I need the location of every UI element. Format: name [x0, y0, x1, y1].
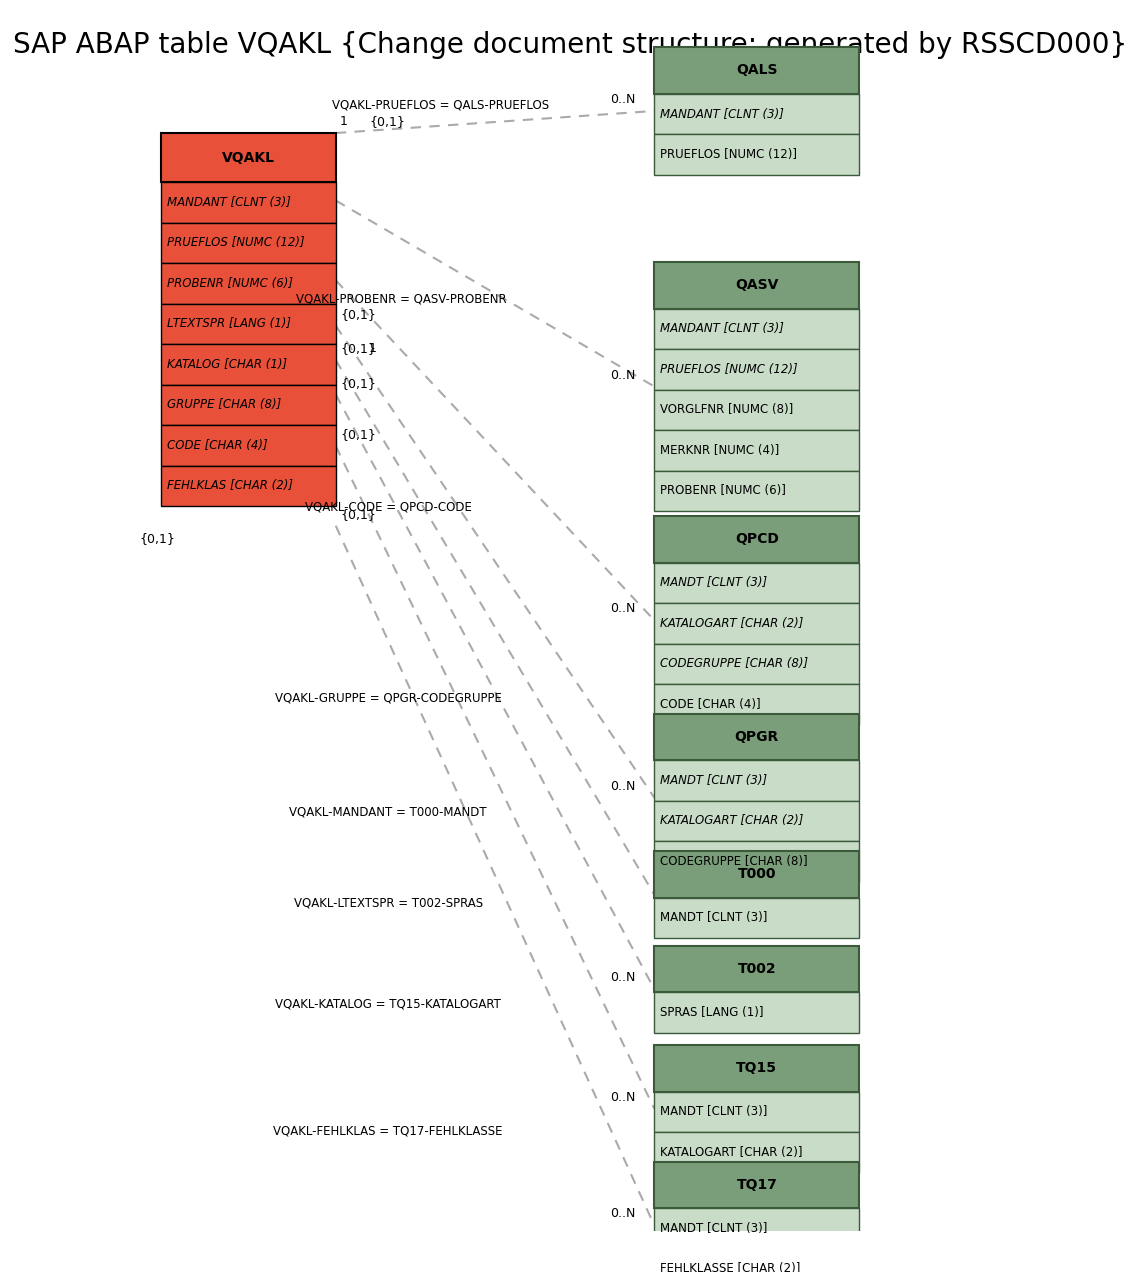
Text: {0,1}: {0,1}: [340, 377, 376, 389]
Bar: [655, 851, 859, 898]
Bar: [161, 182, 335, 223]
Bar: [655, 389, 859, 430]
Text: FEHLKLASSE [CHAR (2)]: FEHLKLASSE [CHAR (2)]: [660, 1262, 800, 1272]
Bar: [655, 1208, 859, 1249]
Text: SAP ABAP table VQAKL {Change document structure; generated by RSSCD000}: SAP ABAP table VQAKL {Change document st…: [12, 32, 1127, 60]
Text: {0,1}: {0,1}: [340, 308, 376, 321]
Text: KATALOGART [CHAR (2)]: KATALOGART [CHAR (2)]: [660, 1146, 803, 1159]
Bar: [655, 1091, 859, 1132]
Bar: [655, 945, 859, 992]
Bar: [655, 1161, 859, 1208]
Text: MANDT [CLNT (3)]: MANDT [CLNT (3)]: [660, 1105, 768, 1118]
Text: CODEGRUPPE [CHAR (8)]: CODEGRUPPE [CHAR (8)]: [660, 855, 808, 868]
Bar: [655, 430, 859, 471]
Text: MANDT [CLNT (3)]: MANDT [CLNT (3)]: [660, 576, 768, 589]
Text: GRUPPE [CHAR (8)]: GRUPPE [CHAR (8)]: [167, 398, 281, 411]
Bar: [655, 898, 859, 939]
Bar: [655, 47, 859, 94]
Text: T000: T000: [737, 868, 776, 881]
Text: MANDANT [CLNT (3)]: MANDANT [CLNT (3)]: [167, 196, 291, 209]
Bar: [161, 425, 335, 466]
Bar: [161, 263, 335, 304]
Text: KATALOG [CHAR (1)]: KATALOG [CHAR (1)]: [167, 357, 288, 371]
Bar: [655, 1132, 859, 1173]
Bar: [655, 841, 859, 881]
Text: VQAKL-PROBENR = QASV-PROBENR: VQAKL-PROBENR = QASV-PROBENR: [296, 293, 507, 305]
Bar: [655, 135, 859, 174]
Text: KATALOGART [CHAR (2)]: KATALOGART [CHAR (2)]: [660, 617, 804, 630]
Bar: [655, 262, 859, 309]
Text: VQAKL-PRUEFLOS = QALS-PRUEFLOS: VQAKL-PRUEFLOS = QALS-PRUEFLOS: [332, 98, 549, 112]
Text: VQAKL-CODE = QPCD-CODE: VQAKL-CODE = QPCD-CODE: [305, 501, 472, 514]
Text: VQAKL-FEHLKLAS = TQ17-FEHLKLASSE: VQAKL-FEHLKLAS = TQ17-FEHLKLASSE: [273, 1124, 502, 1137]
Text: T002: T002: [737, 962, 776, 976]
Bar: [655, 800, 859, 841]
Bar: [655, 562, 859, 603]
Bar: [655, 94, 859, 135]
Text: MANDANT [CLNT (3)]: MANDANT [CLNT (3)]: [660, 322, 785, 336]
Text: VQAKL-KATALOG = TQ15-KATALOGART: VQAKL-KATALOG = TQ15-KATALOGART: [275, 999, 501, 1011]
Bar: [655, 644, 859, 684]
Bar: [655, 603, 859, 644]
Text: 0..N: 0..N: [610, 603, 636, 616]
Text: SPRAS [LANG (1)]: SPRAS [LANG (1)]: [660, 1006, 764, 1019]
Bar: [655, 1249, 859, 1272]
Text: PROBENR [NUMC (6)]: PROBENR [NUMC (6)]: [167, 277, 294, 290]
Text: VQAKL-GRUPPE = QPGR-CODEGRUPPE: VQAKL-GRUPPE = QPGR-CODEGRUPPE: [274, 691, 501, 705]
Bar: [655, 516, 859, 562]
Bar: [161, 345, 335, 384]
Bar: [161, 223, 335, 263]
Text: VQAKL: VQAKL: [222, 150, 275, 164]
Text: 1: 1: [340, 116, 348, 128]
Text: QPCD: QPCD: [735, 532, 779, 546]
Bar: [161, 134, 335, 182]
Text: MANDT [CLNT (3)]: MANDT [CLNT (3)]: [660, 1222, 768, 1235]
Text: FEHLKLAS [CHAR (2)]: FEHLKLAS [CHAR (2)]: [167, 480, 294, 492]
Bar: [655, 761, 859, 800]
Bar: [655, 349, 859, 389]
Text: MANDT [CLNT (3)]: MANDT [CLNT (3)]: [660, 911, 768, 925]
Text: CODEGRUPPE [CHAR (8)]: CODEGRUPPE [CHAR (8)]: [660, 658, 808, 670]
Text: 0..N: 0..N: [610, 93, 636, 106]
Text: VQAKL-LTEXTSPR = T002-SPRAS: VQAKL-LTEXTSPR = T002-SPRAS: [294, 895, 483, 909]
Bar: [161, 304, 335, 345]
Text: MANDANT [CLNT (3)]: MANDANT [CLNT (3)]: [660, 108, 785, 121]
Text: TQ17: TQ17: [736, 1178, 777, 1192]
Text: PRUEFLOS [NUMC (12)]: PRUEFLOS [NUMC (12)]: [167, 237, 305, 249]
Text: 0..N: 0..N: [610, 780, 636, 792]
Text: VORGLFNR [NUMC (8)]: VORGLFNR [NUMC (8)]: [660, 403, 794, 416]
Text: TQ15: TQ15: [736, 1061, 778, 1075]
Text: MERKNR [NUMC (4)]: MERKNR [NUMC (4)]: [660, 444, 780, 457]
Text: MANDT [CLNT (3)]: MANDT [CLNT (3)]: [660, 773, 768, 787]
Text: LTEXTSPR [LANG (1)]: LTEXTSPR [LANG (1)]: [167, 318, 291, 331]
Text: PROBENR [NUMC (6)]: PROBENR [NUMC (6)]: [660, 485, 786, 497]
Bar: [161, 466, 335, 506]
Bar: [161, 384, 335, 425]
Text: {0,1}: {0,1}: [369, 116, 405, 128]
Text: KATALOGART [CHAR (2)]: KATALOGART [CHAR (2)]: [660, 814, 804, 827]
Text: QPGR: QPGR: [735, 730, 779, 744]
Bar: [655, 992, 859, 1033]
Bar: [655, 1044, 859, 1091]
Text: CODE [CHAR (4)]: CODE [CHAR (4)]: [167, 439, 268, 452]
Bar: [655, 714, 859, 761]
Bar: [655, 309, 859, 349]
Text: PRUEFLOS [NUMC (12)]: PRUEFLOS [NUMC (12)]: [660, 363, 798, 375]
Text: VQAKL-MANDANT = T000-MANDT: VQAKL-MANDANT = T000-MANDT: [289, 805, 487, 818]
Text: 1: 1: [369, 342, 377, 355]
Text: QASV: QASV: [735, 279, 779, 293]
Text: QALS: QALS: [736, 64, 778, 78]
Text: CODE [CHAR (4)]: CODE [CHAR (4)]: [660, 698, 761, 711]
Bar: [655, 471, 859, 511]
Text: {0,1}: {0,1}: [340, 429, 376, 441]
Bar: [655, 684, 859, 725]
Text: 0..N: 0..N: [610, 1091, 636, 1104]
Text: 0..N: 0..N: [610, 369, 636, 382]
Text: {0,1}: {0,1}: [340, 342, 376, 355]
Text: PRUEFLOS [NUMC (12)]: PRUEFLOS [NUMC (12)]: [660, 148, 797, 162]
Text: {0,1}: {0,1}: [139, 532, 175, 544]
Text: {0,1}: {0,1}: [340, 508, 376, 520]
Text: 0..N: 0..N: [610, 1207, 636, 1220]
Text: 0..N: 0..N: [610, 971, 636, 985]
